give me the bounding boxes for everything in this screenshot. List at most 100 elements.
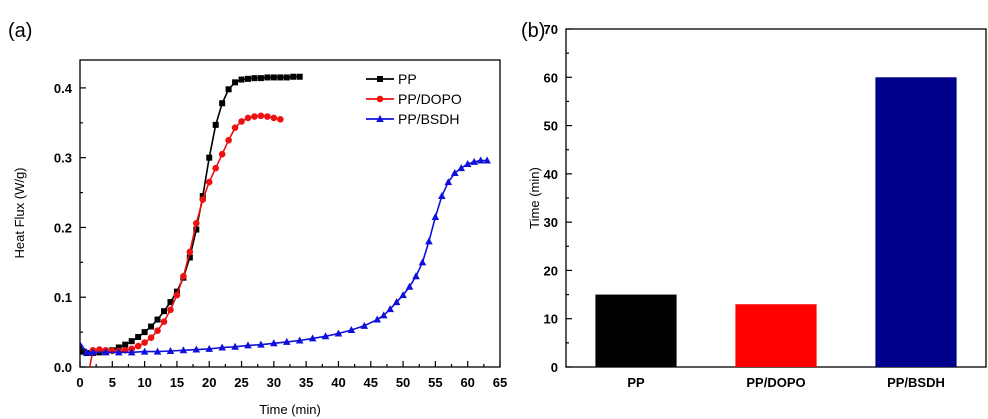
- marker-triangle: [89, 348, 97, 356]
- marker-circle: [376, 95, 384, 103]
- x-tick-label-pp: PP: [627, 375, 645, 390]
- marker-square: [232, 79, 239, 86]
- marker-triangle: [463, 159, 472, 167]
- legend-label-pp-bsdh: PP/BSDH: [398, 111, 459, 127]
- heat-flux-chart: (a) 0 5 10 15 20 25 30 35 40 45 50 55 60 650.00.10.20…: [8, 20, 507, 417]
- marker-triangle: [179, 346, 188, 354]
- y-tick-label-b: 60: [544, 70, 558, 85]
- series-line-pp-bsdh: [79, 159, 488, 354]
- marker-square: [277, 74, 284, 81]
- marker-circle: [251, 113, 258, 120]
- marker-square: [115, 344, 122, 351]
- marker-circle: [186, 248, 194, 256]
- x-tick-label-a: 25: [234, 375, 248, 390]
- x-tick-label-a: 5: [109, 375, 116, 390]
- x-tick-label-a: 50: [396, 375, 410, 390]
- marker-circle: [141, 339, 148, 346]
- marker-triangle: [347, 326, 356, 334]
- series-pp-bsdh: [79, 156, 491, 356]
- marker-square: [290, 73, 297, 80]
- legend-label-pp-dopo: PP/DOPO: [398, 91, 462, 107]
- marker-triangle: [418, 258, 427, 266]
- marker-square: [128, 338, 135, 345]
- y-tick-label-a: 0.3: [54, 151, 72, 166]
- bar-pp-dopo: [735, 304, 817, 367]
- series-line-pp-dopo: [88, 114, 281, 368]
- x-tick-label-pp-dopo: PP/DOPO: [746, 375, 805, 390]
- marker-square: [122, 341, 129, 348]
- marker-triangle: [321, 332, 330, 340]
- marker-triangle: [431, 212, 440, 220]
- marker-square: [225, 86, 232, 93]
- marker-triangle: [379, 311, 388, 319]
- marker-square: [219, 100, 226, 107]
- marker-square: [377, 76, 383, 82]
- marker-circle: [277, 116, 284, 123]
- bar-pp-bsdh: [875, 77, 957, 368]
- marker-square: [154, 316, 161, 323]
- marker-triangle: [153, 347, 162, 355]
- marker-triangle: [270, 339, 278, 347]
- panel-label-a: (a): [8, 20, 32, 42]
- panel-label-b: (b): [521, 20, 545, 42]
- y-tick-label-a: 0.4: [54, 81, 73, 96]
- marker-square: [212, 121, 219, 128]
- y-tick-label-b: 70: [544, 22, 558, 37]
- marker-triangle: [399, 291, 407, 299]
- marker-circle: [205, 178, 213, 186]
- x-tick-label-pp-bsdh: PP/BSDH: [887, 375, 945, 390]
- marker-triangle: [127, 348, 136, 356]
- y-tick-label-b: 10: [544, 312, 558, 327]
- marker-square: [283, 74, 290, 81]
- bars-group-b: [595, 77, 957, 368]
- x-tick-label-a: 40: [331, 375, 345, 390]
- marker-triangle: [231, 342, 239, 350]
- marker-triangle: [308, 334, 317, 342]
- axis-ticks-a: 0 5 10 15 20 25 30 35 40 45 50 55 60 65 0.0 0.1 0.2 0.3 0.…: [54, 81, 507, 390]
- marker-square: [186, 254, 193, 261]
- marker-circle: [231, 124, 239, 131]
- marker-square: [257, 75, 264, 82]
- axis-ticks-b: 0 10 20 30 40 50 60 70 PP PP/DOPO PP/BSDH: [544, 22, 945, 390]
- y-tick-label-b: 0: [551, 360, 558, 375]
- marker-triangle: [360, 321, 369, 329]
- marker-square: [251, 75, 258, 82]
- x-tick-label-a: 55: [428, 375, 442, 390]
- x-tick-label-a: 0: [76, 375, 83, 390]
- marker-square: [141, 329, 148, 336]
- x-tick-label-a: 15: [170, 375, 184, 390]
- marker-triangle: [457, 164, 466, 172]
- marker-triangle: [82, 348, 91, 356]
- marker-square: [161, 308, 167, 315]
- marker-square: [80, 348, 87, 355]
- marker-circle: [96, 346, 103, 353]
- marker-triangle: [102, 348, 110, 356]
- x-tick-label-a: 20: [202, 375, 216, 390]
- y-tick-label-a: 0.0: [54, 360, 72, 375]
- marker-circle: [173, 291, 181, 299]
- marker-triangle: [450, 169, 459, 177]
- marker-circle: [218, 150, 226, 158]
- marker-triangle: [282, 337, 291, 345]
- y-tick-label-a: 0.1: [54, 290, 72, 305]
- marker-circle: [212, 164, 219, 172]
- marker-square: [167, 299, 174, 306]
- marker-triangle: [476, 156, 485, 164]
- marker-triangle: [438, 192, 446, 200]
- series-pp-dopo: [88, 112, 284, 368]
- marker-circle: [244, 114, 252, 122]
- legend-a: PP PP/DOPO PP/BSDH: [366, 71, 462, 127]
- marker-circle: [160, 318, 168, 325]
- marker-triangle: [405, 282, 414, 290]
- x-tick-label-a: 30: [267, 375, 281, 390]
- marker-triangle: [114, 348, 123, 356]
- legend-label-pp: PP: [398, 71, 417, 87]
- marker-circle: [167, 306, 174, 314]
- marker-triangle: [386, 305, 394, 313]
- marker-triangle: [470, 157, 478, 165]
- legend-item-pp-dopo: PP/DOPO: [366, 91, 462, 107]
- marker-square: [245, 75, 251, 82]
- y-axis-title-b: Time (min): [527, 167, 542, 229]
- x-tick-label-a: 65: [493, 375, 507, 390]
